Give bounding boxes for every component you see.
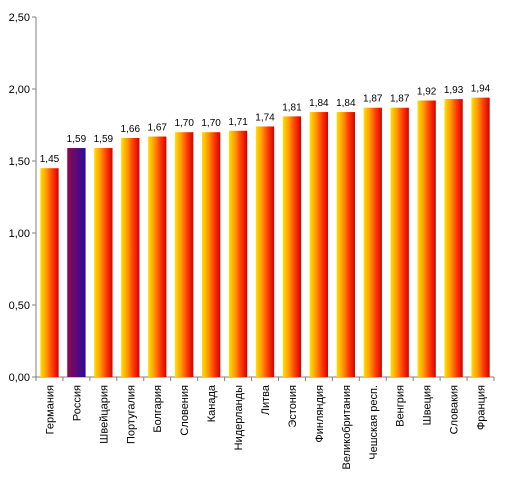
data-label: 1,92 xyxy=(417,87,437,98)
x-tick-label: Великобритания xyxy=(341,385,353,470)
x-tick-label: Россия xyxy=(71,385,83,421)
data-label: 1,74 xyxy=(255,112,275,123)
bar-4 xyxy=(121,137,140,377)
bar-9 xyxy=(255,126,275,377)
y-tick-label: 2,00 xyxy=(9,84,30,96)
y-tick-label: 0,00 xyxy=(9,372,30,384)
x-tick-label: Франция xyxy=(476,385,488,430)
data-label: 1,93 xyxy=(444,85,464,96)
data-label: 1,59 xyxy=(67,134,87,145)
data-label: 1,71 xyxy=(228,117,248,128)
data-label: 1,81 xyxy=(282,102,302,113)
x-tick-label: Словакия xyxy=(449,385,461,434)
x-tick-label: Литва xyxy=(260,384,272,415)
bar-6 xyxy=(175,132,194,377)
data-label: 1,87 xyxy=(390,94,410,105)
x-tick-label: Финляндия xyxy=(314,385,326,443)
bar-15 xyxy=(417,100,436,378)
data-label: 1,45 xyxy=(40,154,60,165)
data-label: 1,70 xyxy=(201,118,221,129)
bar-10 xyxy=(282,116,302,378)
bar-3 xyxy=(94,148,113,377)
data-label: 1,94 xyxy=(471,84,491,95)
x-tick-label: Португалия xyxy=(125,385,137,444)
x-tick-label: Германия xyxy=(44,385,56,434)
x-tick-label: Швеция xyxy=(422,385,434,425)
bar-14 xyxy=(390,107,409,377)
labels: 1,45 Германия 1,59 Россия 1,59 Швейцария 1,66 П… xyxy=(40,84,491,470)
data-label: 1,84 xyxy=(336,98,356,109)
x-tick-label: Канада xyxy=(206,384,218,422)
x-tick-label: Эстония xyxy=(287,385,299,428)
y-tick-label: 0,50 xyxy=(9,300,30,312)
bar-12 xyxy=(336,112,355,377)
data-label: 1,84 xyxy=(309,98,329,109)
data-label: 1,70 xyxy=(174,118,194,129)
data-label: 1,66 xyxy=(121,124,141,135)
x-tick-label: Швейцария xyxy=(98,385,110,444)
x-tick-label: Нидерланды xyxy=(233,385,245,450)
data-label: 1,87 xyxy=(363,94,383,105)
y-tick-label: 1,00 xyxy=(9,228,30,240)
x-tick-label: Болгария xyxy=(152,385,164,433)
bars xyxy=(40,97,490,378)
data-label: 1,59 xyxy=(94,134,114,145)
bar-11 xyxy=(309,112,329,377)
bar-13 xyxy=(363,107,382,377)
bar-7 xyxy=(201,132,221,377)
data-label: 1,67 xyxy=(148,123,168,134)
bar-17 xyxy=(471,97,490,377)
x-tick-label: Словения xyxy=(179,385,191,436)
x-tick-label: Венгрия xyxy=(395,385,407,427)
y-tick-label: 2,50 xyxy=(9,12,30,24)
y-tick-label: 1,50 xyxy=(9,156,30,168)
bar-1 xyxy=(40,168,59,377)
x-tick-label: Чешская респ. xyxy=(368,385,380,460)
bar-16 xyxy=(444,99,463,377)
bar-5 xyxy=(148,136,167,377)
bar-2 xyxy=(67,148,86,377)
bar-8 xyxy=(228,130,248,377)
